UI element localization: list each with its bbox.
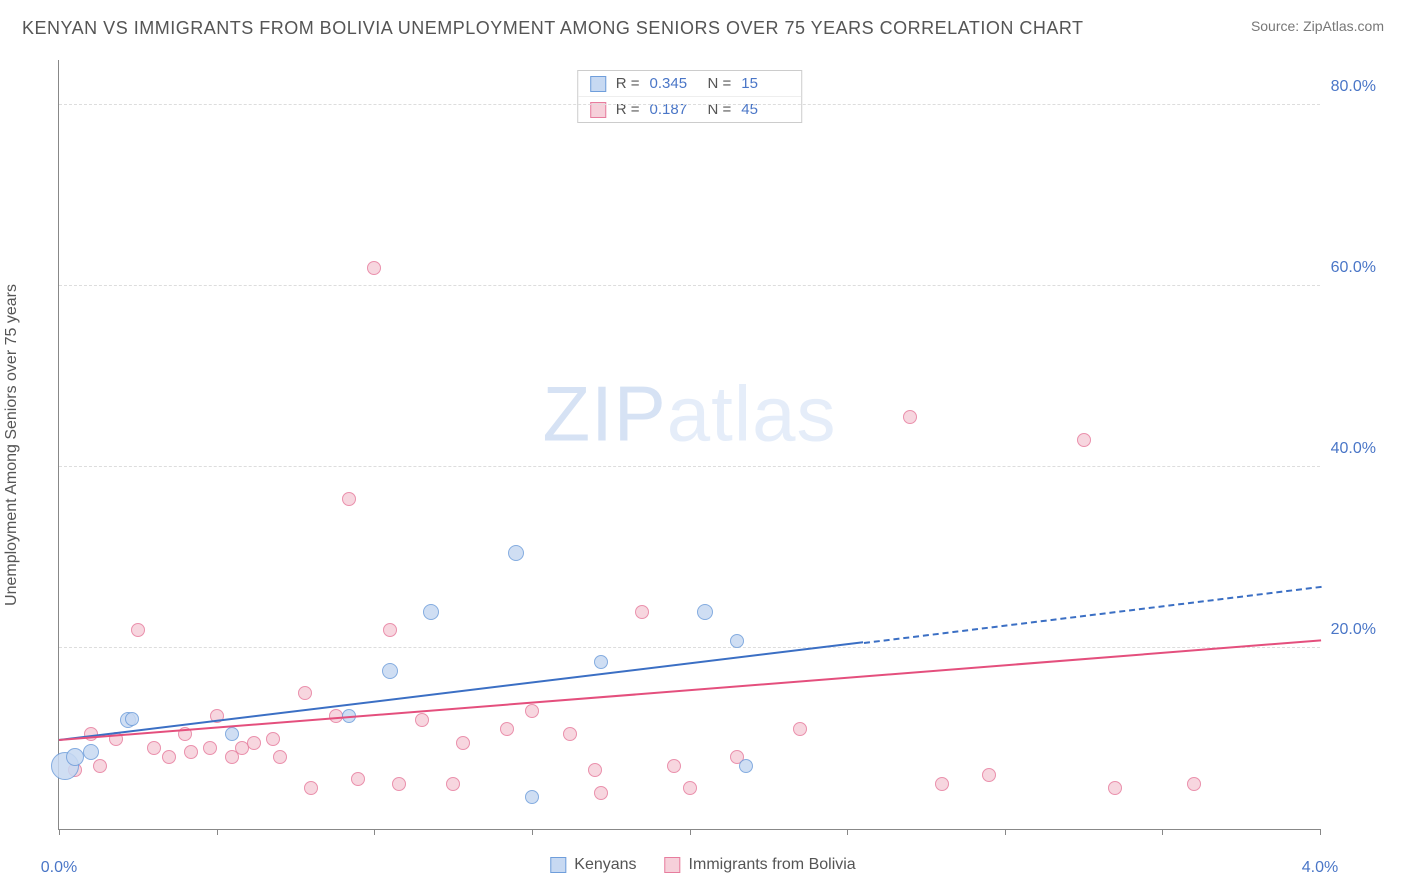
stat-r-label: R = xyxy=(616,75,640,92)
data-point xyxy=(203,741,217,755)
data-point xyxy=(1108,781,1122,795)
data-point xyxy=(588,763,602,777)
stat-n-label: N = xyxy=(708,75,732,92)
x-tick xyxy=(847,829,848,835)
x-tick-label: 0.0% xyxy=(41,859,77,877)
x-tick xyxy=(532,829,533,835)
watermark-part1: ZIP xyxy=(542,369,666,457)
x-tick xyxy=(217,829,218,835)
source-label: Source: ZipAtlas.com xyxy=(1251,18,1384,34)
legend-item-kenyans: Kenyans xyxy=(550,856,636,874)
legend-item-bolivia: Immigrants from Bolivia xyxy=(665,856,856,874)
x-tick-label: 4.0% xyxy=(1302,859,1338,877)
data-point xyxy=(667,759,681,773)
x-tick xyxy=(1320,829,1321,835)
stats-row-bolivia: R = 0.187 N = 45 xyxy=(578,96,802,122)
data-point xyxy=(266,732,280,746)
data-point xyxy=(131,623,145,637)
stat-r-value-kenyans: 0.345 xyxy=(650,75,698,92)
data-point xyxy=(903,410,917,424)
data-point xyxy=(225,727,239,741)
data-point xyxy=(184,745,198,759)
data-point xyxy=(446,777,460,791)
trend-line xyxy=(59,642,864,742)
stat-n-value-kenyans: 15 xyxy=(741,75,789,92)
legend-label-kenyans: Kenyans xyxy=(574,856,636,874)
data-point xyxy=(730,634,744,648)
bottom-legend: Kenyans Immigrants from Bolivia xyxy=(550,856,855,874)
gridline xyxy=(59,285,1320,286)
correlation-stats-box: R = 0.345 N = 15 R = 0.187 N = 45 xyxy=(577,70,803,123)
data-point xyxy=(423,604,439,620)
data-point xyxy=(525,790,539,804)
y-tick-label: 20.0% xyxy=(1331,621,1376,639)
data-point xyxy=(125,712,139,726)
x-tick xyxy=(1005,829,1006,835)
chart-area: Unemployment Among Seniors over 75 years… xyxy=(22,50,1384,840)
data-point xyxy=(525,704,539,718)
data-point xyxy=(351,772,365,786)
x-tick xyxy=(59,829,60,835)
gridline xyxy=(59,104,1320,105)
data-point xyxy=(415,713,429,727)
legend-label-bolivia: Immigrants from Bolivia xyxy=(689,856,856,874)
y-axis-label: Unemployment Among Seniors over 75 years xyxy=(3,284,21,606)
data-point xyxy=(739,759,753,773)
y-tick-label: 60.0% xyxy=(1331,259,1376,277)
trend-line-extrapolated xyxy=(863,585,1321,643)
data-point xyxy=(635,605,649,619)
data-point xyxy=(935,777,949,791)
data-point xyxy=(342,492,356,506)
data-point xyxy=(982,768,996,782)
data-point xyxy=(247,736,261,750)
trend-line xyxy=(59,640,1321,742)
data-point xyxy=(1187,777,1201,791)
data-point xyxy=(683,781,697,795)
x-tick xyxy=(1162,829,1163,835)
data-point xyxy=(392,777,406,791)
plot-region: ZIPatlas R = 0.345 N = 15 R = 0.187 N = … xyxy=(58,60,1320,830)
data-point xyxy=(83,744,99,760)
data-point xyxy=(1077,433,1091,447)
watermark-part2: atlas xyxy=(667,369,837,457)
gridline xyxy=(59,647,1320,648)
watermark: ZIPatlas xyxy=(542,368,836,459)
y-tick-label: 80.0% xyxy=(1331,78,1376,96)
data-point xyxy=(304,781,318,795)
data-point xyxy=(383,623,397,637)
data-point xyxy=(793,722,807,736)
y-tick-label: 40.0% xyxy=(1331,440,1376,458)
data-point xyxy=(66,748,84,766)
gridline xyxy=(59,466,1320,467)
swatch-kenyans xyxy=(590,76,606,92)
data-point xyxy=(273,750,287,764)
data-point xyxy=(162,750,176,764)
data-point xyxy=(382,663,398,679)
data-point xyxy=(367,261,381,275)
data-point xyxy=(594,655,608,669)
data-point xyxy=(508,545,524,561)
data-point xyxy=(93,759,107,773)
data-point xyxy=(563,727,577,741)
data-point xyxy=(697,604,713,620)
data-point xyxy=(594,786,608,800)
stats-row-kenyans: R = 0.345 N = 15 xyxy=(578,71,802,96)
x-tick xyxy=(374,829,375,835)
legend-swatch-kenyans xyxy=(550,857,566,873)
data-point xyxy=(456,736,470,750)
x-tick xyxy=(690,829,691,835)
legend-swatch-bolivia xyxy=(665,857,681,873)
data-point xyxy=(298,686,312,700)
chart-title: KENYAN VS IMMIGRANTS FROM BOLIVIA UNEMPL… xyxy=(22,18,1084,39)
data-point xyxy=(147,741,161,755)
data-point xyxy=(500,722,514,736)
